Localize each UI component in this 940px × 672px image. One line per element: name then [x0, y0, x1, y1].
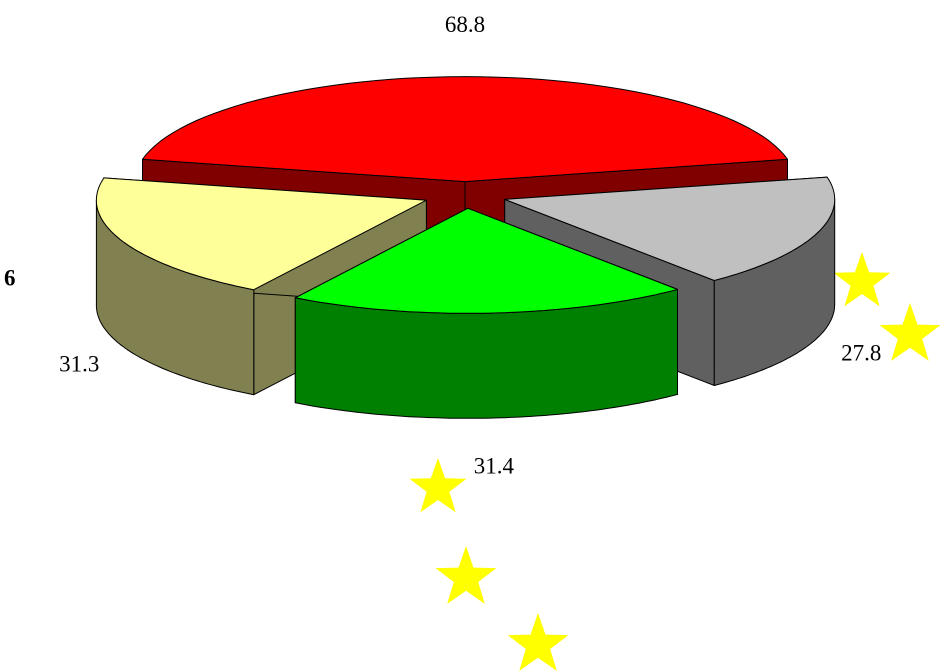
- decoration-stars: [409, 252, 940, 671]
- slice: [142, 76, 788, 183]
- star: [879, 303, 940, 361]
- data-label: 27.8: [841, 340, 881, 365]
- slice: [294, 207, 678, 314]
- data-label: 68.8: [445, 12, 485, 37]
- star: [833, 252, 891, 307]
- star: [409, 458, 467, 513]
- star: [435, 546, 497, 604]
- data-label: 31.3: [59, 351, 99, 376]
- data-label: 31.4: [474, 453, 515, 478]
- slice: [504, 176, 836, 281]
- star: [507, 613, 569, 671]
- annotation: 6: [4, 265, 16, 290]
- pie: [95, 76, 836, 419]
- slice: [95, 177, 427, 291]
